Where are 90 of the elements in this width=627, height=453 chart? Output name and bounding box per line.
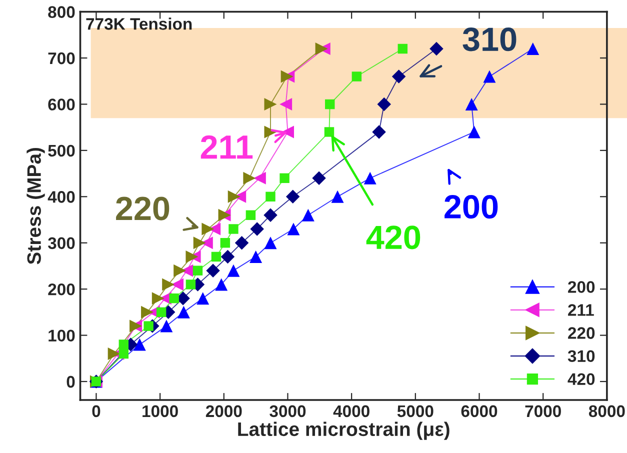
point: [302, 208, 314, 222]
x-axis-title: Lattice microstrain (με): [238, 422, 450, 440]
point: [246, 210, 256, 220]
point: [264, 208, 278, 222]
y-tick-label: 700: [48, 52, 75, 64]
x-tick-label: 4000: [333, 405, 370, 418]
point: [144, 321, 154, 331]
point: [108, 348, 120, 360]
annotation: 773K Tension: [86, 18, 192, 30]
y-tick-label: 100: [48, 330, 75, 342]
point: [280, 98, 292, 110]
point: [177, 306, 190, 318]
x-tick-label: 3000: [270, 405, 306, 418]
point: [264, 98, 277, 110]
point: [287, 222, 300, 236]
point: [352, 72, 362, 82]
point: [266, 192, 276, 202]
point: [228, 190, 240, 203]
point: [234, 236, 249, 250]
point: [465, 98, 478, 110]
point: [192, 266, 203, 276]
annotation: 200: [444, 195, 498, 219]
point: [228, 224, 238, 234]
point: [331, 190, 344, 203]
point: [118, 348, 129, 359]
y-tick-label: 0: [66, 376, 75, 388]
annotation: 310: [462, 28, 516, 52]
point: [526, 42, 540, 55]
point: [392, 70, 406, 84]
point: [312, 171, 326, 186]
legend-label: 420: [568, 373, 595, 386]
point: [186, 280, 196, 290]
y-tick-label: 500: [48, 144, 75, 157]
point: [118, 340, 129, 350]
y-tick-label: 600: [48, 98, 75, 110]
point: [193, 236, 206, 250]
point: [264, 236, 277, 250]
point: [468, 126, 480, 138]
legend-label: 200: [568, 281, 595, 293]
y-tick-label: 300: [48, 237, 75, 250]
point: [206, 264, 220, 278]
point: [398, 44, 408, 54]
point: [243, 172, 256, 184]
point: [325, 99, 335, 110]
point: [227, 264, 240, 277]
x-tick-label: 0: [92, 405, 100, 418]
point: [315, 42, 328, 55]
point: [141, 306, 154, 318]
annotation: 420: [366, 226, 420, 250]
point: [162, 278, 175, 291]
point: [186, 250, 198, 263]
point: [152, 292, 164, 305]
x-tick-label: 1000: [142, 405, 178, 418]
point: [215, 278, 228, 291]
point: [286, 190, 300, 204]
x-tick-label: 7000: [525, 405, 561, 418]
point: [324, 127, 334, 137]
point: [220, 238, 230, 248]
y-axis-title: Stress (MPa): [26, 148, 45, 264]
point: [133, 338, 146, 351]
legend-label: 211: [568, 304, 594, 316]
legend-label: 220: [568, 327, 595, 339]
point: [211, 252, 222, 262]
x-tick-label: 5000: [397, 405, 434, 418]
point: [430, 42, 444, 56]
x-tick-label: 8000: [588, 405, 625, 418]
point: [364, 172, 376, 184]
point: [202, 222, 214, 236]
x-tick-label: 2000: [206, 405, 242, 418]
point: [220, 250, 235, 264]
x-tick-label: 6000: [461, 405, 498, 418]
point: [280, 173, 290, 184]
point: [250, 250, 262, 263]
legend-label: 310: [568, 350, 595, 362]
point: [253, 172, 266, 184]
point: [171, 278, 184, 291]
y-tick-label: 800: [48, 6, 75, 18]
annotation: 220: [116, 196, 170, 220]
point: [196, 292, 210, 305]
annotation: 211: [200, 135, 253, 159]
point: [156, 307, 166, 318]
point: [372, 125, 386, 139]
point: [160, 320, 173, 332]
y-tick-label: 400: [48, 191, 75, 203]
point: [169, 293, 179, 304]
point: [377, 97, 392, 112]
point: [483, 70, 496, 83]
point: [250, 222, 264, 236]
y-tick-label: 200: [48, 283, 75, 296]
point: [174, 264, 186, 277]
